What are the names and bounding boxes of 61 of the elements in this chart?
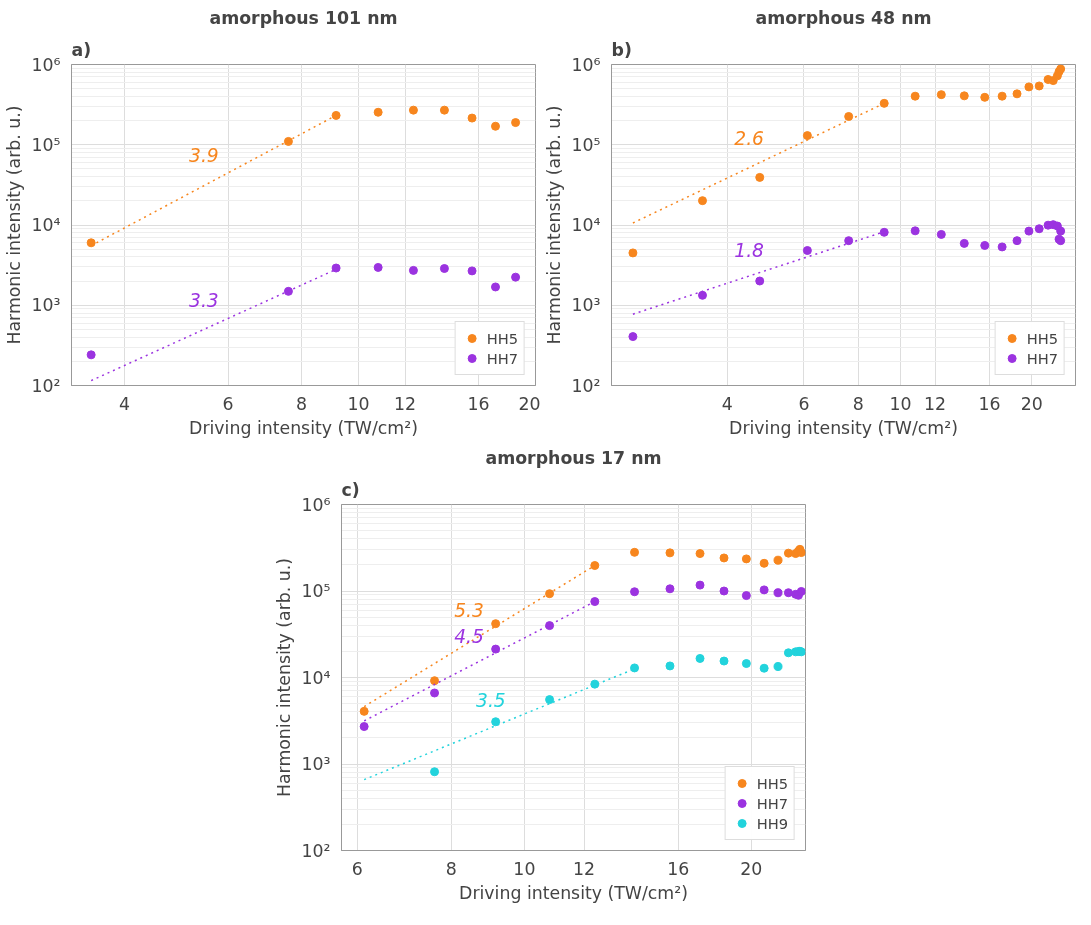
legend-label: HH5 (756, 774, 788, 792)
y-tick-label: 10⁴ (571, 215, 601, 235)
legend-label: HH7 (486, 349, 518, 367)
x-tick-label: 12 (924, 393, 947, 414)
y-tick-label: 10⁵ (31, 134, 61, 155)
y-tick-label: 10⁴ (31, 215, 61, 235)
y-tick-label: 10² (571, 375, 601, 396)
annotation: 5.3 (454, 600, 484, 622)
y-tick-label: 10³ (31, 295, 61, 316)
annotation: 3.3 (189, 290, 219, 312)
x-tick-label: 20 (518, 393, 541, 414)
x-tick-label: 10 (513, 858, 536, 879)
annotation: 3.5 (476, 689, 506, 711)
x-tick-label: 16 (978, 393, 1001, 414)
annotation: 2.6 (734, 128, 765, 150)
legend-label: HH7 (1026, 349, 1058, 367)
x-tick-label: 16 (667, 858, 690, 879)
x-tick-label: 4 (721, 393, 733, 414)
annotation: 3.9 (189, 145, 219, 167)
annotation: 4.5 (454, 626, 484, 648)
x-tick-label: 10 (889, 393, 912, 414)
annotation: 1.8 (734, 239, 765, 261)
legend-label: HH7 (756, 794, 788, 812)
chart-title: amorphous 48 nm (755, 7, 932, 28)
y-tick-label: 10³ (571, 295, 601, 316)
y-tick-label: 10⁶ (571, 54, 601, 75)
legend-label: HH9 (756, 814, 788, 832)
y-tick-label: 10⁴ (301, 667, 331, 688)
legend-label: HH5 (486, 329, 518, 347)
x-tick-label: 16 (467, 393, 490, 414)
y-axis-title: Harmonic intensity (arb. u.) (3, 105, 24, 345)
x-tick-label: 6 (798, 393, 810, 414)
x-tick-label: 20 (740, 858, 763, 879)
y-tick-label: 10⁵ (301, 581, 331, 601)
y-axis-title: Harmonic intensity (arb. u.) (543, 105, 564, 345)
x-tick-label: 12 (394, 393, 417, 414)
x-tick-label: 8 (296, 393, 308, 414)
x-tick-label: 4 (119, 393, 131, 414)
y-tick-label: 10⁶ (31, 54, 61, 75)
y-tick-label: 10³ (301, 754, 331, 774)
x-tick-label: 8 (852, 393, 864, 414)
x-tick-label: 6 (351, 858, 363, 879)
y-axis-title: Harmonic intensity (arb. u.) (273, 557, 294, 798)
legend-label: HH5 (1026, 329, 1058, 347)
chart-title: amorphous 17 nm (485, 447, 662, 468)
y-tick-label: 10² (31, 375, 61, 396)
x-axis-title: Driving intensity (TW/cm²) (189, 417, 418, 438)
y-tick-label: 10² (301, 840, 331, 861)
y-tick-label: 10⁶ (301, 494, 331, 515)
y-tick-label: 10⁵ (571, 134, 601, 155)
x-axis-title: Driving intensity (TW/cm²) (459, 882, 688, 903)
x-tick-label: 20 (1020, 393, 1043, 414)
x-axis-title: Driving intensity (TW/cm²) (729, 417, 958, 438)
x-tick-label: 8 (445, 858, 457, 879)
text: c) (341, 479, 360, 500)
x-tick-label: 10 (347, 393, 370, 414)
text: b) (611, 39, 632, 60)
x-tick-label: 12 (573, 858, 596, 879)
text: a) (71, 39, 92, 60)
x-tick-label: 6 (222, 393, 234, 414)
chart-title: amorphous 101 nm (209, 7, 398, 28)
